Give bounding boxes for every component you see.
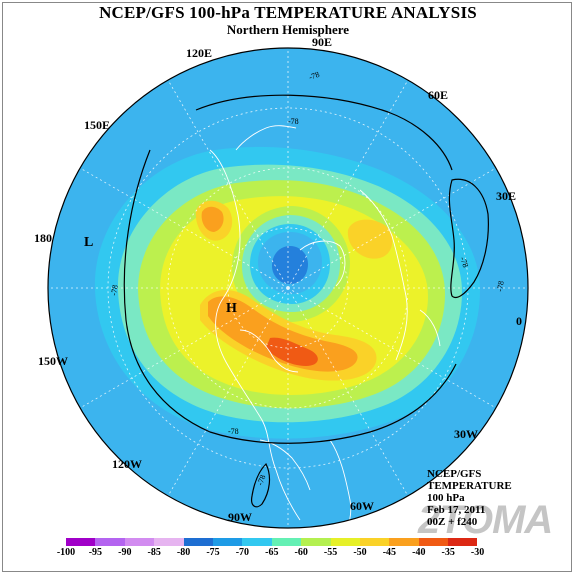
colorbar-swatch bbox=[212, 538, 243, 546]
lon-label-150e: 150E bbox=[84, 118, 111, 132]
contour-label-2: -78 bbox=[308, 70, 321, 82]
info-block: NCEP/GFS TEMPERATURE 100 hPa Feb 17, 201… bbox=[427, 468, 512, 528]
colorbar-swatch bbox=[183, 538, 213, 546]
lon-label-60e: 60E bbox=[428, 88, 449, 102]
warm-spot-pacific-inner bbox=[201, 206, 224, 232]
image-frame bbox=[2, 2, 572, 572]
band-minus-80-core bbox=[272, 246, 308, 284]
info-model: NCEP/GFS bbox=[427, 468, 482, 480]
colorbar-tick-label: -90 bbox=[118, 547, 132, 558]
map-title: NCEP/GFS 100-hPa TEMPERATURE ANALYSIS bbox=[99, 3, 477, 22]
colorbar bbox=[66, 538, 478, 546]
low-pressure-marker: L bbox=[84, 235, 93, 250]
colorbar-tick-label: -60 bbox=[294, 547, 308, 558]
colorbar-swatch bbox=[124, 538, 155, 546]
contour-label-3: -78 bbox=[288, 117, 299, 126]
colorbar-swatch bbox=[330, 538, 360, 546]
warm-spot-europe bbox=[347, 219, 393, 259]
high-pressure-marker: H bbox=[226, 301, 237, 316]
map-subtitle: Northern Hemisphere bbox=[226, 22, 350, 37]
colorbar-tick-label: -70 bbox=[235, 547, 250, 558]
colorbar-swatch bbox=[418, 538, 449, 546]
lon-label-150w: 150W bbox=[38, 354, 68, 368]
info-level: 100 hPa bbox=[427, 492, 465, 504]
colorbar-swatch bbox=[448, 538, 478, 546]
lon-label-0: 0 bbox=[516, 314, 522, 328]
lon-label-90w: 90W bbox=[228, 510, 252, 524]
colorbar-tick-label: -30 bbox=[470, 547, 485, 558]
colorbar-tick-label: -50 bbox=[353, 547, 367, 558]
lon-label-180: 180 bbox=[34, 231, 52, 245]
colorbar-tick-label: -55 bbox=[323, 547, 338, 558]
contour-label-4: -78 bbox=[109, 284, 120, 296]
lon-label-60w: 60W bbox=[350, 499, 374, 513]
colorbar-swatch bbox=[242, 538, 272, 546]
info-date: Feb 17, 2011 bbox=[427, 504, 486, 516]
colorbar-swatch bbox=[359, 538, 390, 546]
colorbar-swatch bbox=[301, 538, 331, 546]
colorbar-tick-label: -40 bbox=[412, 547, 426, 558]
colorbar-swatch bbox=[154, 538, 184, 546]
colorbar-tick-label: -100 bbox=[56, 547, 76, 558]
lon-label-120e: 120E bbox=[186, 46, 213, 60]
lon-label-90e: 90E bbox=[312, 35, 333, 49]
lon-label-120w: 120W bbox=[112, 457, 142, 471]
contour-label-6: -78 bbox=[255, 474, 267, 487]
colorbar-tick-label: -95 bbox=[88, 547, 103, 558]
colorbar-tick-label: -80 bbox=[176, 547, 191, 558]
colorbar-swatch bbox=[66, 538, 96, 546]
warm-band-minus-40 bbox=[266, 337, 318, 366]
colorbar-labels: -100 -95 -90 -85 -80 -75 -70 -65 -60 -55 -50 -45 -40… bbox=[0, 547, 576, 561]
contour-label-7: -78 bbox=[495, 280, 506, 292]
contour-minus-78 bbox=[123, 94, 489, 508]
colorbar-tick-label: -65 bbox=[265, 547, 279, 558]
lon-label-30e: 30E bbox=[496, 189, 517, 203]
colorbar-tick-label: -85 bbox=[147, 547, 161, 558]
info-forecast-hour: 00Z + f240 bbox=[427, 516, 478, 528]
watermark-logo: 2TOMA bbox=[418, 498, 553, 542]
warm-band-minus-45 bbox=[208, 296, 358, 372]
colorbar-swatch bbox=[271, 538, 302, 546]
colorbar-tick-label: -45 bbox=[382, 547, 397, 558]
graticule bbox=[48, 48, 528, 528]
colorbar-tick-label: -75 bbox=[206, 547, 220, 558]
contour-label-5: -78 bbox=[228, 427, 239, 436]
colorbar-swatch bbox=[95, 538, 125, 546]
map-boundary bbox=[47, 47, 529, 529]
colorbar-tick-label: -35 bbox=[441, 547, 455, 558]
contour-label-1: -78 bbox=[458, 256, 470, 269]
info-variable: TEMPERATURE bbox=[427, 480, 512, 492]
lon-label-30w: 30W bbox=[454, 427, 478, 441]
colorbar-swatch bbox=[389, 538, 419, 546]
